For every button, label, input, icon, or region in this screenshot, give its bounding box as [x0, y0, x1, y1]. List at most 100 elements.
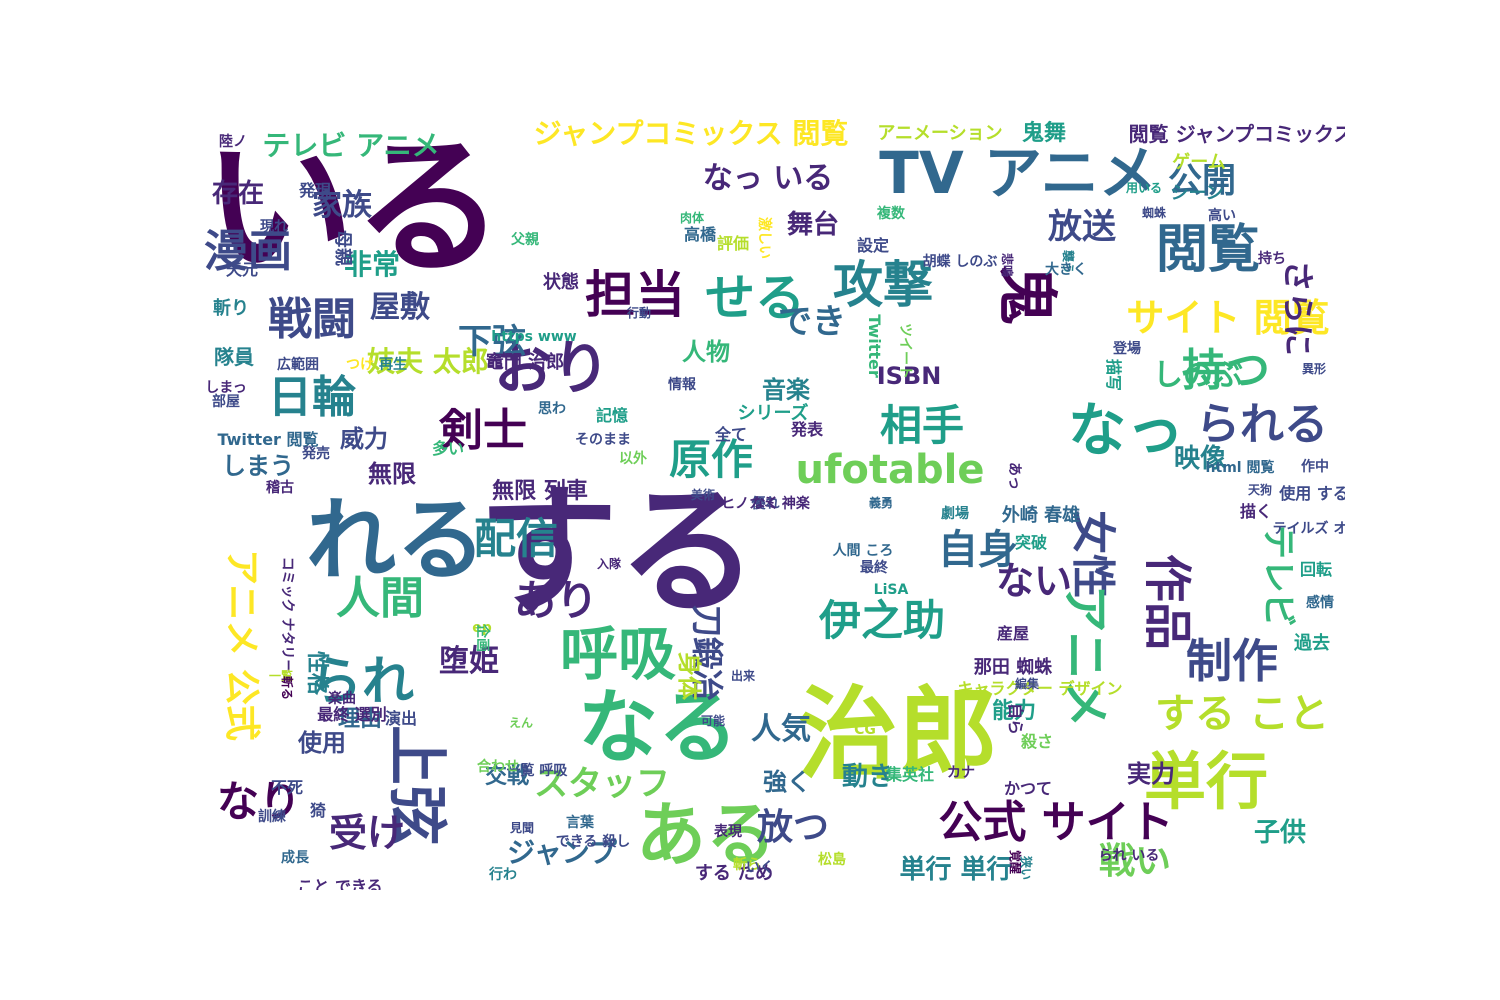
word-cloud-word: 可能	[700, 714, 726, 728]
word-cloud-word: シーン	[1170, 183, 1224, 204]
word-cloud-word: 斬り	[213, 298, 249, 319]
word-cloud-word: 下弦	[458, 322, 526, 362]
word-cloud-word: 攻撃	[833, 256, 933, 314]
word-cloud-word: なっ	[1067, 396, 1185, 464]
word-cloud-word: 存在	[211, 179, 265, 209]
word-cloud-word: 最終 選別	[317, 705, 387, 724]
word-cloud-word: 性格	[304, 650, 329, 696]
word-cloud-word: 閲覧	[1155, 220, 1261, 280]
word-cloud-word: 映像	[1173, 444, 1227, 474]
word-cloud-word: 集英社	[885, 765, 935, 784]
word-cloud-word: 最終	[860, 560, 888, 576]
word-cloud-word: ツイート	[897, 323, 913, 379]
word-cloud-word: 強く	[763, 768, 811, 796]
word-cloud-word: 広範囲	[277, 357, 319, 373]
word-cloud-word: 公開	[1168, 161, 1236, 201]
word-cloud-word: 那田 蜘蛛	[973, 657, 1053, 678]
word-cloud-word: カナ	[947, 765, 975, 781]
word-cloud-word: 持つ	[1182, 345, 1270, 396]
word-cloud-word: 人間 ころ	[832, 543, 894, 559]
word-cloud-word: Twitter 閲覧	[217, 430, 319, 449]
word-cloud-word: 堕姫	[439, 644, 499, 679]
word-cloud-word: えん	[508, 716, 534, 730]
word-cloud-word: シリーズ	[737, 403, 809, 424]
word-cloud-word: 高い	[1208, 208, 1236, 224]
word-cloud-word: ufotable	[795, 447, 985, 493]
word-cloud-word: 漫画	[204, 226, 292, 277]
word-cloud-word: 発売	[302, 446, 330, 462]
word-cloud-word: 鬼舞	[1021, 121, 1067, 146]
word-cloud-word: 表現	[714, 824, 742, 840]
word-cloud-word: ISBN	[876, 362, 942, 390]
word-cloud-word: 作中	[1301, 459, 1329, 475]
word-cloud-word: 登場	[1113, 341, 1141, 357]
word-cloud-word: られ いる	[1098, 848, 1160, 864]
word-cloud-word: 楽曲	[328, 691, 356, 707]
word-cloud-word: 胡蝶 しのぶ	[922, 254, 998, 270]
word-cloud-word: 放送	[1048, 207, 1116, 247]
word-cloud-word: おり	[493, 334, 611, 402]
word-cloud-word: 企画	[474, 624, 490, 652]
word-cloud-word: 記憶	[595, 406, 629, 425]
word-cloud-word: 出来	[730, 669, 756, 683]
word-cloud-word: する こと	[1155, 691, 1329, 737]
word-cloud-word: 閲覧 ジャンプコミックス	[1128, 122, 1345, 146]
word-cloud-word: 思わ	[538, 401, 566, 417]
word-cloud-word: 放つ	[756, 807, 830, 848]
word-cloud-word: 屋敷	[370, 290, 430, 325]
word-cloud-word: する	[477, 471, 759, 634]
word-cloud-word: 隊員	[214, 345, 254, 369]
word-cloud-word: 成長	[281, 850, 309, 866]
word-cloud-word: 行わ	[489, 867, 517, 883]
word-cloud-word: 父親	[511, 232, 539, 248]
word-cloud-word: 高橋	[683, 225, 717, 244]
word-cloud-word: 日輪	[268, 372, 356, 423]
word-cloud-word: 発表	[790, 420, 824, 439]
word-cloud-word: テレビ アニメ	[262, 129, 440, 162]
word-cloud-word: できる 殺し	[555, 834, 631, 850]
word-cloud-word: 戦い	[1098, 841, 1172, 882]
word-cloud-word: 入隊	[596, 557, 622, 571]
word-cloud-word: 使用 する	[1279, 484, 1345, 503]
word-cloud-word: 配信	[473, 514, 559, 563]
word-cloud-word: 使用	[298, 729, 346, 757]
word-cloud-word: 制作	[1186, 634, 1278, 688]
word-cloud-word: なく	[751, 496, 780, 512]
word-cloud-word: 肉体	[679, 211, 705, 225]
word-cloud-word: 治郎	[798, 676, 998, 793]
word-cloud-word: 部屋	[212, 394, 240, 410]
word-cloud: いる する 治郎 れる なる ある TV アニメ おり なっ 呼吸 単行鬼上弦 担当 せる 攻撃 閲覧 漫画戦…	[186, 118, 1345, 890]
word-cloud-word: テレビ	[1258, 525, 1298, 627]
word-cloud-word: しまっ	[205, 380, 247, 396]
word-cloud-word: 戦闘	[268, 294, 356, 345]
word-cloud-word: 再生	[379, 357, 407, 373]
word-cloud-word: 設定	[856, 236, 890, 255]
word-cloud-word: CG	[854, 722, 876, 738]
word-cloud-word: ジャンプ	[507, 836, 617, 869]
word-cloud-word: いる	[203, 121, 505, 295]
word-cloud-word: 激しい	[756, 217, 772, 259]
word-cloud-word: 行動	[626, 306, 652, 320]
word-cloud-word: さらに	[1279, 259, 1317, 357]
word-cloud-word: られ	[309, 652, 415, 712]
word-cloud-word: 合わせ	[477, 759, 519, 775]
word-cloud-word: 母親	[332, 230, 353, 266]
word-cloud-word: アニメ 公式	[221, 549, 262, 741]
word-cloud-word: 状態	[543, 272, 579, 293]
word-cloud-word: 松島	[818, 852, 846, 868]
word-cloud-word: アニメ	[1057, 584, 1113, 728]
word-cloud-word: 子供	[1253, 818, 1307, 848]
word-cloud-word: つけ	[346, 357, 374, 373]
word-cloud-word: でき	[778, 302, 846, 342]
word-cloud-word: あっ	[1006, 462, 1022, 490]
word-cloud-word: 能力	[991, 699, 1037, 724]
word-cloud-word: ある	[636, 794, 776, 876]
word-cloud-word: しまう	[222, 452, 294, 480]
word-cloud-word: ep	[472, 620, 492, 636]
word-cloud-word: 美術	[690, 488, 716, 502]
word-cloud-word: 用いる	[1125, 181, 1163, 195]
word-cloud-word: ジャンプコミックス 閲覧	[533, 118, 849, 150]
word-cloud-word: 訓練	[258, 809, 286, 825]
word-cloud-word: 蜘蛛	[1141, 206, 1167, 220]
word-cloud-word: 編集	[1014, 677, 1040, 691]
